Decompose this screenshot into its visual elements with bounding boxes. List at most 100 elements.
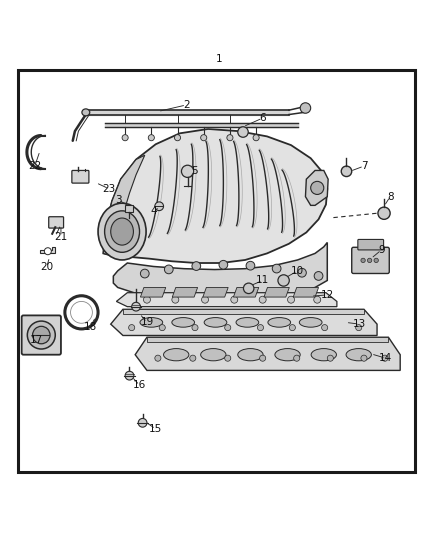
Ellipse shape <box>311 349 336 361</box>
Ellipse shape <box>140 318 162 327</box>
Circle shape <box>141 269 149 278</box>
Polygon shape <box>135 337 400 370</box>
Polygon shape <box>113 243 327 301</box>
Circle shape <box>144 296 150 303</box>
Circle shape <box>227 135 233 141</box>
Ellipse shape <box>238 349 263 361</box>
Circle shape <box>314 272 323 280</box>
Ellipse shape <box>163 349 189 361</box>
Text: 16: 16 <box>133 380 146 390</box>
Polygon shape <box>103 155 145 257</box>
Circle shape <box>155 202 163 211</box>
Circle shape <box>272 264 281 273</box>
Polygon shape <box>141 287 166 297</box>
Circle shape <box>122 135 128 141</box>
Circle shape <box>378 207 390 220</box>
Polygon shape <box>40 247 55 253</box>
Text: 3: 3 <box>115 195 122 205</box>
Circle shape <box>382 355 388 361</box>
Circle shape <box>159 325 165 330</box>
Polygon shape <box>111 309 377 335</box>
Text: 14: 14 <box>379 353 392 363</box>
Ellipse shape <box>236 318 259 327</box>
Circle shape <box>125 372 134 380</box>
Text: 10: 10 <box>291 266 304 276</box>
Circle shape <box>238 127 248 138</box>
Ellipse shape <box>105 211 140 252</box>
Bar <box>125 205 134 212</box>
FancyBboxPatch shape <box>358 239 384 250</box>
Ellipse shape <box>172 318 194 327</box>
Circle shape <box>367 258 372 263</box>
Circle shape <box>174 135 180 141</box>
Circle shape <box>260 355 266 361</box>
Ellipse shape <box>204 318 227 327</box>
Circle shape <box>32 326 50 344</box>
Circle shape <box>356 325 362 330</box>
Ellipse shape <box>299 318 322 327</box>
Ellipse shape <box>98 203 146 260</box>
Text: 12: 12 <box>321 290 334 300</box>
Circle shape <box>201 296 208 303</box>
FancyBboxPatch shape <box>21 316 61 354</box>
Circle shape <box>138 418 147 427</box>
Circle shape <box>278 275 289 286</box>
Circle shape <box>44 248 51 255</box>
Text: 6: 6 <box>259 113 266 123</box>
Circle shape <box>327 355 333 361</box>
Ellipse shape <box>275 349 300 361</box>
Circle shape <box>181 165 194 177</box>
Circle shape <box>361 355 367 361</box>
Polygon shape <box>103 129 327 263</box>
Circle shape <box>225 325 231 330</box>
Circle shape <box>311 181 324 195</box>
Polygon shape <box>305 171 328 205</box>
Polygon shape <box>233 287 259 297</box>
Circle shape <box>258 325 264 330</box>
Text: 13: 13 <box>353 319 366 329</box>
Circle shape <box>201 135 207 141</box>
Circle shape <box>129 325 135 330</box>
Text: 5: 5 <box>192 166 198 176</box>
FancyBboxPatch shape <box>49 217 64 228</box>
Polygon shape <box>117 293 337 306</box>
Ellipse shape <box>346 349 371 361</box>
Circle shape <box>27 321 55 349</box>
Circle shape <box>132 302 141 311</box>
Text: 19: 19 <box>140 317 154 327</box>
Text: 7: 7 <box>360 161 367 171</box>
Text: 22: 22 <box>28 161 41 171</box>
FancyBboxPatch shape <box>352 247 389 273</box>
Circle shape <box>289 325 295 330</box>
Circle shape <box>246 261 255 270</box>
Polygon shape <box>172 287 198 297</box>
Circle shape <box>300 103 311 113</box>
Text: 8: 8 <box>387 192 393 201</box>
Circle shape <box>253 135 259 141</box>
Circle shape <box>341 166 352 176</box>
Circle shape <box>361 258 365 263</box>
Text: 20: 20 <box>40 262 53 272</box>
Circle shape <box>288 296 294 303</box>
Circle shape <box>192 262 201 270</box>
Circle shape <box>225 355 231 361</box>
Ellipse shape <box>111 218 134 245</box>
Polygon shape <box>264 287 289 297</box>
Circle shape <box>321 325 328 330</box>
Circle shape <box>148 135 154 141</box>
Circle shape <box>314 296 321 303</box>
Circle shape <box>374 258 378 263</box>
Text: 11: 11 <box>256 276 269 286</box>
Ellipse shape <box>268 318 290 327</box>
Circle shape <box>259 296 266 303</box>
Circle shape <box>231 296 238 303</box>
Circle shape <box>190 355 196 361</box>
Text: 2: 2 <box>183 100 190 110</box>
Circle shape <box>155 355 161 361</box>
Ellipse shape <box>82 109 90 116</box>
Circle shape <box>172 296 179 303</box>
Circle shape <box>219 261 228 269</box>
Circle shape <box>192 325 198 330</box>
Text: 17: 17 <box>30 335 43 345</box>
Circle shape <box>297 269 306 277</box>
